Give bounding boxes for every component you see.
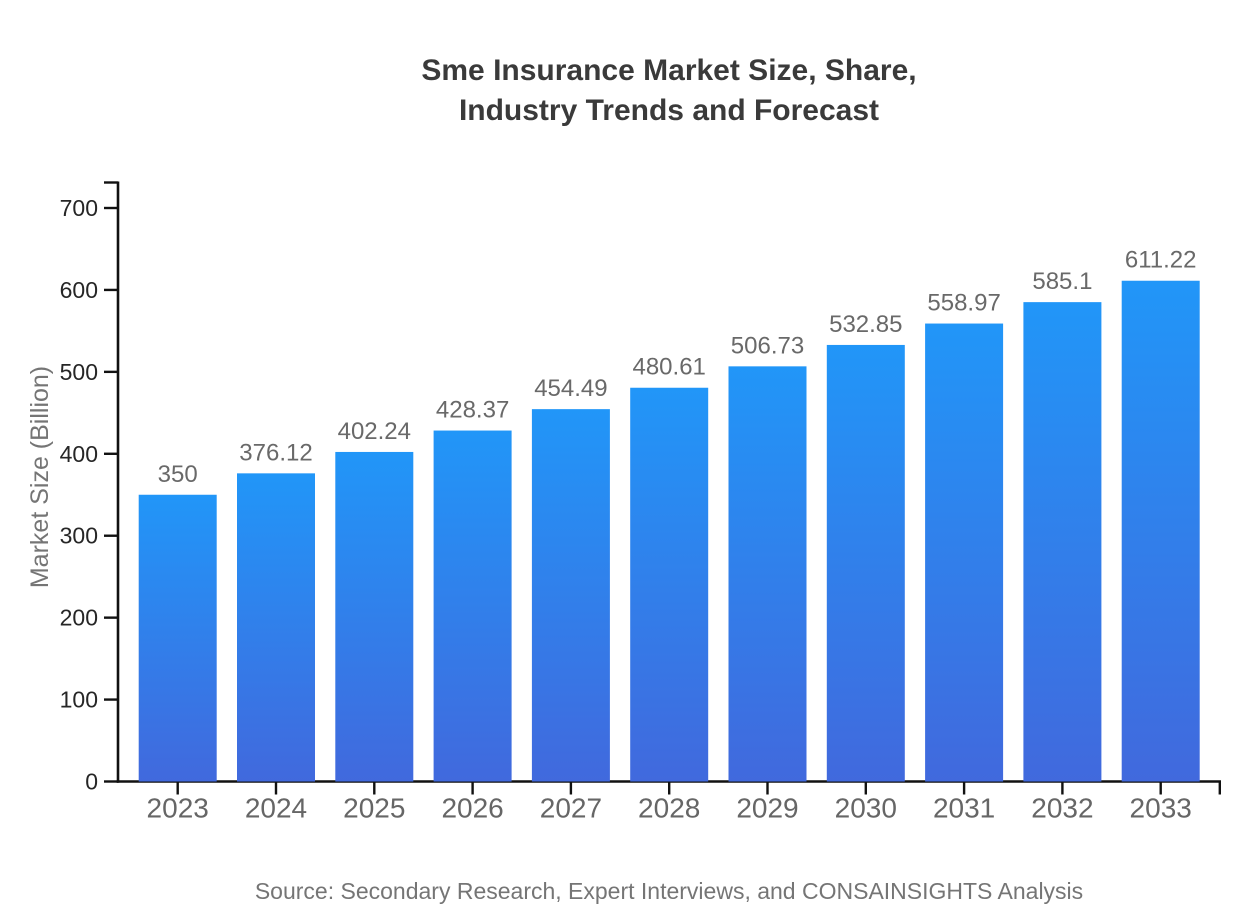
value-label-2033: 611.22 [1125,247,1197,274]
value-label-2024: 376.12 [239,439,312,466]
x-tick-label-2028: 2028 [638,793,700,824]
bar-2029 [728,366,807,782]
bar-2025 [335,451,414,782]
bar-2032 [1023,302,1102,782]
bar-2027 [531,409,610,782]
x-tick-label-2026: 2026 [441,793,503,824]
x-tick-label-2023: 2023 [147,793,209,824]
x-tick-label-2033: 2033 [1130,793,1192,824]
y-tick-label-0: 0 [85,769,98,795]
bar-2024 [237,473,315,782]
x-tick-label-2031: 2031 [933,793,995,824]
chart-title-line1: Sme Insurance Market Size, Share, [421,54,916,87]
y-tick-label-400: 400 [60,441,98,467]
bar-2031 [925,323,1004,782]
value-label-2029: 506.73 [731,332,804,359]
value-label-2028: 480.61 [632,354,705,381]
x-tick-label-2032: 2032 [1031,793,1093,824]
y-tick-label-700: 700 [60,195,98,221]
value-label-2031: 558.97 [927,290,1000,317]
bar-2023 [138,494,217,782]
bar-2033 [1121,280,1200,782]
bars-group [138,280,1200,782]
y-axis-title: Market Size (Billion) [26,366,54,588]
y-tick-label-600: 600 [60,277,98,303]
chart-title-line2: Industry Trends and Forecast [459,94,879,127]
x-tick-label-2030: 2030 [835,793,897,824]
y-tick-label-300: 300 [60,523,98,549]
x-tick-label-2029: 2029 [736,793,798,824]
labels-group: 0 100 200 300 400 500 600 700 2023 350 2024 376.12 2… [60,195,1197,824]
y-tick-label-500: 500 [60,359,98,385]
x-tick-label-2027: 2027 [540,793,602,824]
bar-2028 [630,387,709,782]
x-tick-label-2025: 2025 [343,793,405,824]
value-label-2032: 585.1 [1032,268,1092,295]
value-label-2027: 454.49 [534,375,607,402]
bar-2030 [826,344,905,782]
y-tick-label-100: 100 [60,687,98,713]
bar-2026 [433,430,512,782]
source-note: Source: Secondary Research, Expert Inter… [255,878,1083,904]
value-label-2030: 532.85 [829,311,902,338]
value-label-2023: 350 [158,461,198,488]
value-label-2026: 428.37 [436,397,509,424]
y-tick-label-200: 200 [60,605,98,631]
x-tick-label-2024: 2024 [245,793,307,824]
value-label-2025: 402.24 [338,418,411,445]
